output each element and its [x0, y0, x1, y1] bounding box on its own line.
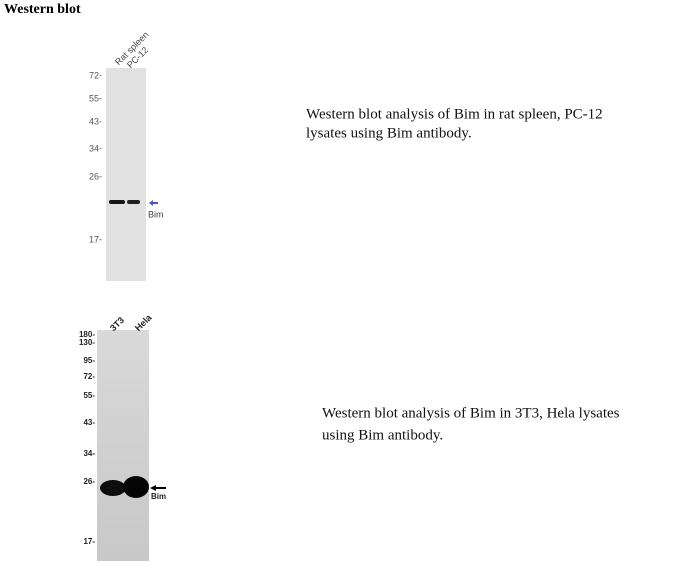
- marker-label: 26-: [83, 477, 95, 486]
- band-label: Bim: [148, 209, 164, 219]
- marker-label: 130-: [79, 338, 95, 347]
- lane-label: Hela: [133, 312, 154, 333]
- band: [127, 200, 140, 204]
- page-title: Western blot: [4, 2, 81, 17]
- caption: Western blot analysis of Bim in rat sple…: [306, 106, 603, 122]
- marker-label: 55-: [83, 391, 95, 400]
- arrow: [150, 485, 166, 491]
- marker-label: 72-: [89, 70, 102, 80]
- band: [109, 200, 125, 204]
- caption: Western blot analysis of Bim in 3T3, Hel…: [322, 405, 620, 421]
- marker-label: 26-: [89, 171, 102, 181]
- blot-membrane: [97, 330, 149, 561]
- marker-label: 55-: [89, 93, 102, 103]
- marker-label: 95-: [83, 356, 95, 365]
- band: [123, 476, 149, 498]
- caption: lysates using Bim antibody.: [306, 125, 472, 141]
- band-label: Bim: [151, 492, 166, 501]
- marker-label: 180-: [79, 330, 95, 339]
- marker-label: 17-: [89, 234, 102, 244]
- caption: using Bim antibody.: [322, 427, 443, 443]
- blot-membrane: [106, 68, 146, 281]
- marker-label: 17-: [83, 537, 95, 546]
- marker-label: 43-: [89, 116, 102, 126]
- marker-label: 43-: [83, 418, 95, 427]
- marker-label: 34-: [83, 449, 95, 458]
- arrow: [149, 200, 158, 206]
- marker-label: 72-: [83, 372, 95, 381]
- band: [100, 480, 126, 496]
- marker-label: 34-: [89, 143, 102, 153]
